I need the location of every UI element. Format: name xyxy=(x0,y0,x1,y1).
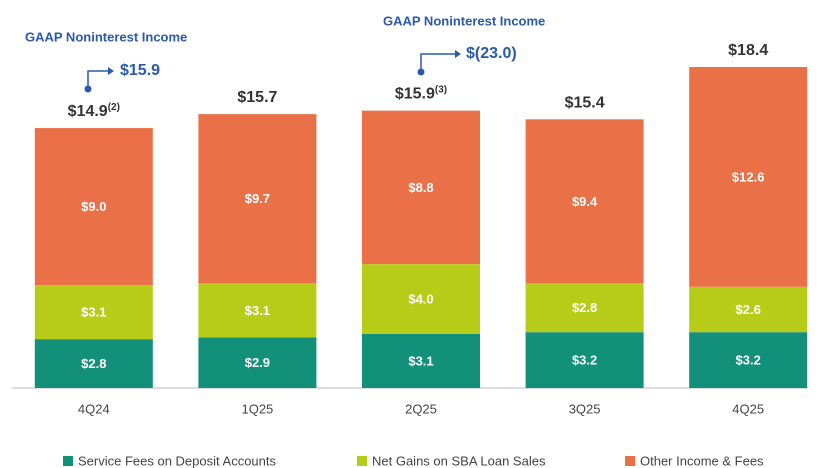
bar-segment xyxy=(34,285,153,340)
annotation-value: $(23.0) xyxy=(466,45,517,62)
value-label: $9.7 xyxy=(245,191,270,206)
total-note: (2) xyxy=(108,102,120,113)
value-label: $2.6 xyxy=(736,302,761,317)
annotation-title: GAAP Noninterest Income xyxy=(25,29,187,44)
legend-label: Service Fees on Deposit Accounts xyxy=(78,453,276,468)
x-tick-label: 3Q25 xyxy=(569,401,601,416)
value-label: $4.0 xyxy=(408,291,433,306)
x-tick-label: 4Q24 xyxy=(78,401,110,416)
value-label: $3.2 xyxy=(736,353,761,368)
bar-segment xyxy=(525,119,644,284)
legend-swatch xyxy=(63,456,73,466)
value-label: $12.6 xyxy=(732,169,765,184)
legend-label: Net Gains on SBA Loan Sales xyxy=(372,453,546,468)
value-label: $3.1 xyxy=(81,305,106,320)
bar-segment xyxy=(362,110,480,265)
annotation-arrow xyxy=(420,53,455,72)
bar-segment xyxy=(689,67,808,287)
bar-segment xyxy=(525,283,644,333)
bar-segment xyxy=(689,332,808,388)
bar-segment xyxy=(34,128,153,286)
value-label: $2.8 xyxy=(81,356,106,371)
value-label: $8.8 xyxy=(408,180,433,195)
total-label: $15.4 xyxy=(565,95,605,112)
x-tick-label: 4Q25 xyxy=(732,401,764,416)
total-text: $15.7 xyxy=(237,89,277,106)
total-text: $18.4 xyxy=(728,42,768,59)
bar-segment xyxy=(198,283,317,338)
value-label: $3.1 xyxy=(245,303,270,318)
total-note: (3) xyxy=(435,84,447,95)
bar-segment xyxy=(362,264,480,334)
value-label: $2.9 xyxy=(245,355,270,370)
legend-swatch xyxy=(625,456,635,466)
value-label: $3.2 xyxy=(572,353,597,368)
total-label: $18.4 xyxy=(728,42,768,59)
total-label: $14.9(2) xyxy=(68,102,120,121)
annotation-arrow xyxy=(87,70,108,89)
bar-segment xyxy=(689,286,808,333)
annotation-arrowhead xyxy=(108,67,114,75)
annotation-title: GAAP Noninterest Income xyxy=(383,13,545,28)
total-text: $14.9 xyxy=(68,103,108,120)
total-label: $15.7 xyxy=(237,89,277,106)
total-text: $15.4 xyxy=(565,95,605,112)
x-tick-label: 2Q25 xyxy=(405,401,437,416)
value-label: $9.0 xyxy=(81,199,106,214)
bar-segment xyxy=(34,339,153,388)
legend-label: Other Income & Fees xyxy=(640,453,764,468)
total-label: $15.9(3) xyxy=(395,84,447,103)
legend-swatch xyxy=(357,456,367,466)
annotation-arrowhead xyxy=(455,50,461,58)
total-text: $15.9 xyxy=(395,86,435,103)
bar-segment xyxy=(362,333,480,388)
bar-segment xyxy=(198,337,317,388)
annotation-value: $15.9 xyxy=(120,62,160,79)
x-tick-label: 1Q25 xyxy=(241,401,273,416)
bar-segment xyxy=(198,114,317,284)
bar-segment xyxy=(525,332,644,388)
value-label: $2.8 xyxy=(572,300,597,315)
value-label: $9.4 xyxy=(572,194,598,209)
value-label: $3.1 xyxy=(408,353,433,368)
